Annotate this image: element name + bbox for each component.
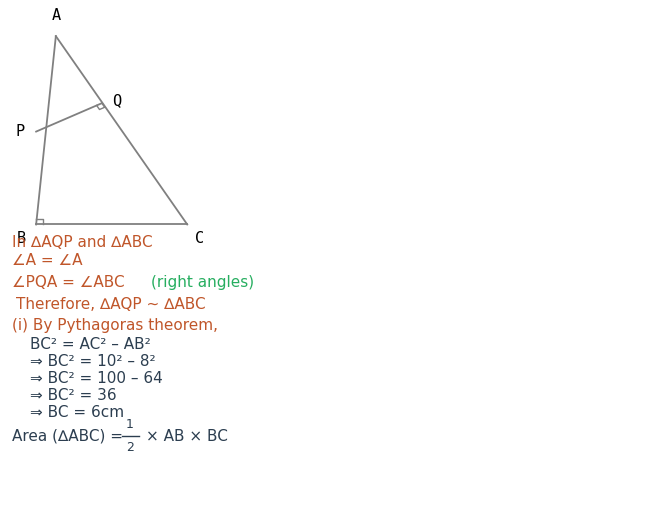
Text: ∠PQA = ∠ABC: ∠PQA = ∠ABC bbox=[12, 275, 124, 291]
Text: 1: 1 bbox=[126, 418, 134, 431]
Text: × AB × BC: × AB × BC bbox=[146, 428, 228, 444]
Text: ⇒ BC² = 10² – 8²: ⇒ BC² = 10² – 8² bbox=[30, 353, 155, 369]
Text: P: P bbox=[15, 124, 24, 139]
Text: (i) By Pythagoras theorem,: (i) By Pythagoras theorem, bbox=[12, 317, 218, 333]
Text: In ∆AQP and ∆ABC: In ∆AQP and ∆ABC bbox=[12, 235, 152, 250]
Text: ⇒ BC = 6cm: ⇒ BC = 6cm bbox=[30, 405, 124, 420]
Text: B: B bbox=[17, 231, 26, 246]
Text: A: A bbox=[51, 8, 60, 23]
Text: Therefore, ∆AQP ~ ∆ABC: Therefore, ∆AQP ~ ∆ABC bbox=[16, 297, 206, 312]
Text: Area (∆ABC) =: Area (∆ABC) = bbox=[12, 428, 123, 444]
Text: ⇒ BC² = 100 – 64: ⇒ BC² = 100 – 64 bbox=[30, 370, 162, 386]
Text: Q: Q bbox=[112, 93, 121, 108]
Text: ⇒ BC² = 36: ⇒ BC² = 36 bbox=[30, 388, 116, 403]
Text: ∠A = ∠A: ∠A = ∠A bbox=[12, 253, 82, 268]
Text: 2: 2 bbox=[126, 441, 134, 454]
Text: C: C bbox=[194, 231, 204, 246]
Text: BC² = AC² – AB²: BC² = AC² – AB² bbox=[30, 336, 150, 352]
Text: (right angles): (right angles) bbox=[151, 275, 254, 291]
